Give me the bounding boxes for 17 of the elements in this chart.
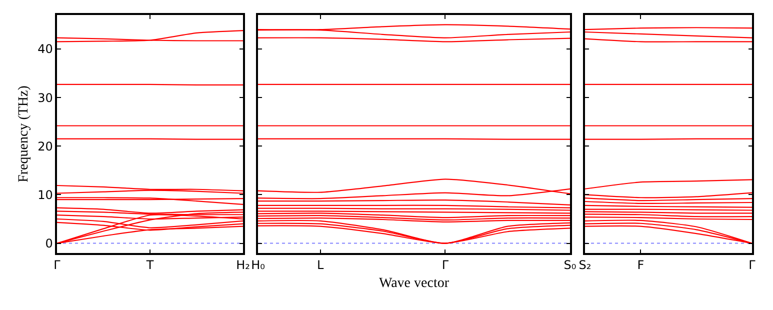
x-tick-label: H₂ <box>236 258 250 272</box>
y-tick-label: 10 <box>38 188 53 202</box>
x-tick-label: Γ <box>748 258 756 272</box>
x-tick-label: F <box>637 258 644 272</box>
x-tick-label: H₀ <box>251 258 266 272</box>
x-tick-label: T <box>145 258 154 272</box>
y-tick-label: 40 <box>38 42 53 56</box>
x-tick-label: Γ <box>442 258 449 272</box>
x-tick-label: Γ <box>54 258 61 272</box>
y-axis-title: Frequency (THz) <box>16 85 32 182</box>
x-axis-title: Wave vector <box>379 276 450 291</box>
y-tick-label: 0 <box>45 236 53 250</box>
y-tick-label: 20 <box>38 139 53 154</box>
x-tick-label: S₀ <box>564 258 576 272</box>
y-tick-label: 30 <box>38 90 53 105</box>
x-tick-label: L <box>317 258 324 272</box>
x-tick-label: S₂ <box>578 258 592 272</box>
